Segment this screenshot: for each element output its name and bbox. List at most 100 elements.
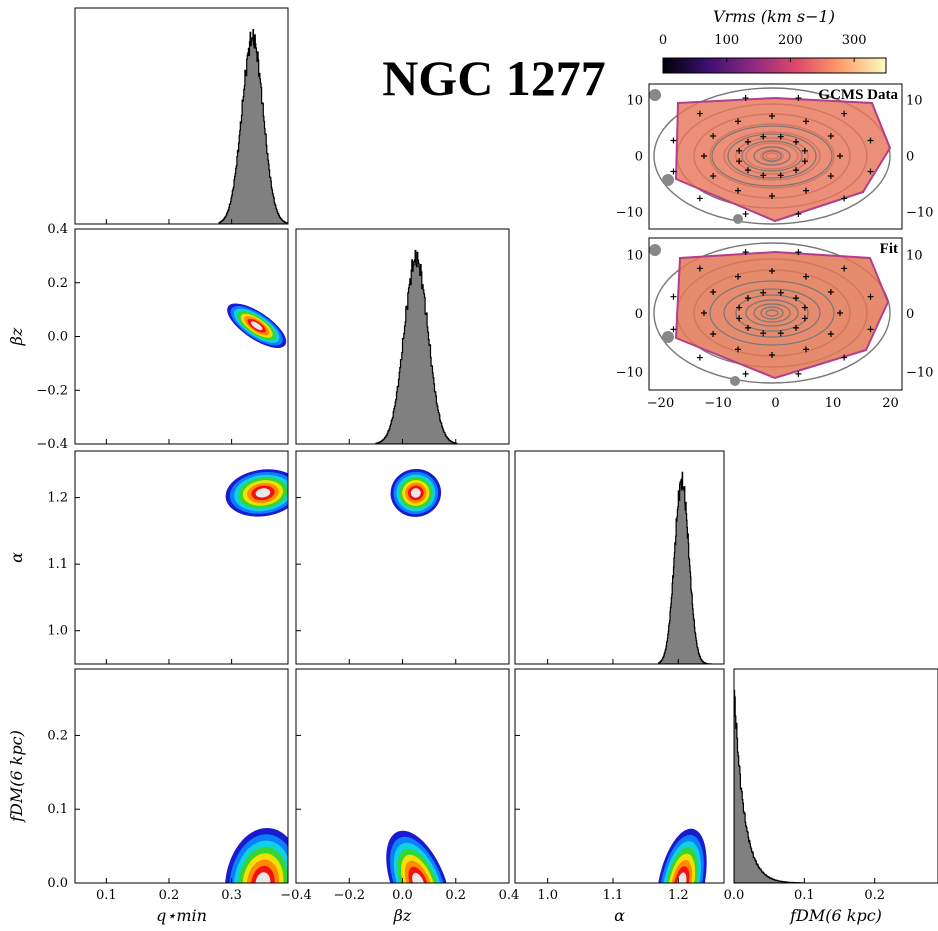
map-y-tick-label-right: 0 [906, 307, 914, 322]
x-tick-label: 1.0 [537, 888, 558, 903]
bin-marker [670, 293, 677, 300]
bin-marker [744, 138, 751, 145]
y-tick-label: 0.1 [47, 802, 68, 817]
map-x-tick-label: 0 [771, 396, 779, 411]
map-y-tick-label-left: 10 [626, 94, 643, 109]
x-tick-label: 1.1 [603, 888, 624, 903]
panel-frame [74, 450, 289, 665]
bin-marker [795, 249, 802, 256]
x-axis-label-alpha: α [614, 906, 625, 925]
bin-marker [769, 268, 775, 274]
panel-frame [733, 668, 938, 884]
map-y-tick-label-right: 0 [906, 150, 914, 165]
map-y-tick-label-right: −10 [906, 205, 933, 220]
panel-alpha-alpha [514, 450, 725, 665]
x-tick-label: 0.2 [864, 888, 885, 903]
bin-marker [803, 118, 809, 125]
x-axis-label-fdm: fDM(6 kpc) [789, 906, 882, 925]
bin-marker [795, 95, 802, 102]
y-tick-label: 0.0 [47, 330, 68, 345]
bin-marker [827, 331, 834, 337]
panel-beta-beta [295, 228, 510, 445]
map-panel-fit [649, 238, 902, 390]
x-tick-label: 1.2 [668, 888, 689, 903]
x-tick-label: 0.3 [221, 888, 242, 903]
bin-marker [742, 249, 749, 256]
bin-marker [793, 295, 800, 302]
bin-marker [867, 293, 874, 300]
bin-marker [777, 133, 784, 140]
y-tick-label: −0.2 [36, 383, 68, 398]
bin-marker [801, 158, 808, 165]
bin-marker [760, 172, 767, 179]
bin-marker [742, 95, 749, 102]
bin-marker [777, 330, 784, 337]
contour-level-7 [412, 872, 425, 883]
map-y-tick-label-right: −10 [906, 365, 933, 380]
histogram-beta [375, 249, 458, 444]
histogram-alpha [658, 471, 712, 664]
bin-marker [803, 346, 809, 353]
panel-qmin-beta [74, 228, 289, 445]
bin-marker [735, 273, 741, 280]
bin-marker [769, 352, 775, 358]
bin-centres-fit [670, 249, 874, 377]
bin-marker [803, 187, 809, 194]
bin-marker [760, 289, 767, 296]
colorbar [662, 57, 887, 74]
panel-frame [514, 668, 725, 884]
map-frame-data [648, 83, 903, 230]
panel-qmin-qmin [74, 7, 289, 225]
y-tick-label: 0.2 [47, 728, 68, 743]
map-y-tick-label-left: −10 [616, 365, 643, 380]
panel-frame [74, 7, 289, 225]
bin-marker [736, 304, 743, 311]
vrms-inset: Vrms (km s−1) 0 100 200 300 [616, 7, 934, 411]
colorbar-label: Vrms (km s−1) [713, 7, 835, 26]
bin-marker [742, 210, 749, 217]
bin-marker [795, 210, 802, 217]
panel-frame [514, 450, 725, 665]
bin-marker [670, 168, 677, 175]
bin-centres-data [670, 95, 874, 217]
bin-marker [744, 324, 751, 331]
bin-marker [696, 110, 703, 117]
bin-marker [867, 137, 874, 144]
bin-marker [793, 324, 800, 331]
bin-marker [735, 118, 741, 125]
histogram-fdm [734, 689, 805, 883]
bin-marker [801, 304, 808, 311]
bin-marker [841, 354, 848, 361]
y-tick-label: 0.4 [47, 222, 68, 237]
bin-marker [801, 315, 808, 322]
bin-marker [736, 315, 743, 322]
bin-marker [710, 133, 717, 139]
bin-marker [735, 187, 741, 194]
x-tick-label: 0.1 [794, 888, 815, 903]
map-y-tick-label-left: 0 [635, 150, 643, 165]
y-tick-label: 0.2 [47, 276, 68, 291]
bin-marker [769, 113, 775, 119]
bin-marker [841, 110, 848, 117]
panel-frame [74, 668, 289, 884]
bin-marker [742, 370, 749, 377]
bin-marker [837, 153, 843, 159]
x-tick-label: 0.0 [392, 888, 413, 903]
bin-marker [701, 153, 707, 159]
contour-level-7 [676, 872, 687, 883]
corner-panels: 0.1 0.2 0.3 q⋆min −0.4 −0.2 0.0 0.2 0.4 βz 1.0 1.1 1… [7, 7, 938, 925]
colorbar-tick-label: 0 [659, 33, 667, 48]
bin-marker [827, 289, 834, 295]
map-label-fit: Fit [880, 241, 898, 257]
bin-marker [793, 167, 800, 174]
bin-marker [769, 193, 775, 199]
vrms-field-data [674, 96, 892, 223]
bin-marker [803, 273, 809, 280]
bin-marker [827, 133, 834, 139]
bin-marker [696, 354, 703, 361]
map-tick-labels: −20 −10 0 10 20 −10 −10 0 0 10 10 −10 −10 0 0 10 10 [616, 94, 934, 411]
x-axis-label-qmin: q⋆min [156, 906, 207, 925]
bin-marker [760, 330, 767, 337]
colorbar-tick-label: 300 [842, 33, 867, 48]
